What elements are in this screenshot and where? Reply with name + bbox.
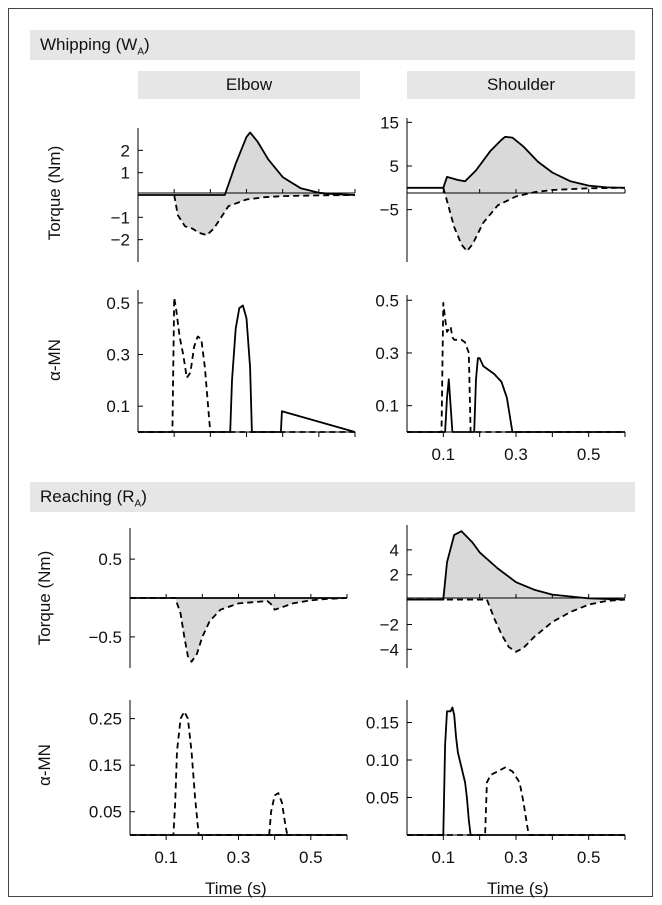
y-tick-label: 0.25 <box>89 710 122 729</box>
series-fill-1 <box>174 195 355 236</box>
section-header-whipping: Whipping (WA) <box>30 30 635 60</box>
series-line-dashed-1 <box>407 301 625 433</box>
section-header-reaching: Reaching (RA) <box>30 482 635 512</box>
y-axis-label: α-MN <box>45 339 64 381</box>
y-axis-label: Torque (Nm) <box>35 551 54 645</box>
x-tick-label: 0.1 <box>154 848 178 867</box>
series-fill-0 <box>407 136 625 188</box>
section-prefix: W <box>121 35 138 54</box>
y-tick-label: 0.1 <box>106 397 130 416</box>
x-tick-label: 0.3 <box>504 848 528 867</box>
y-tick-label: 0.1 <box>375 397 399 416</box>
series-line-dashed-1 <box>442 186 626 253</box>
series-line-solid-0 <box>138 131 356 196</box>
series-line-solid-0 <box>407 135 626 189</box>
figure-border <box>8 8 653 897</box>
chart-r-shoulder-mn: 0.05 0.10 0.15 0.1 0.3 0.5 <box>366 700 626 867</box>
y-tick-label: −2 <box>380 615 399 634</box>
y-tick-label: 1 <box>121 164 130 183</box>
chart-r-shoulder-torque: −4 −2 2 4 <box>380 525 626 668</box>
y-tick-label: 0.3 <box>375 344 399 363</box>
x-tick-label: 0.5 <box>299 848 323 867</box>
y-tick-label: −1 <box>111 208 130 227</box>
series-fill-1 <box>407 599 625 652</box>
y-tick-label: 0.10 <box>366 751 399 770</box>
x-tick-label: 0.3 <box>227 848 251 867</box>
series-line-dashed-1 <box>130 710 347 836</box>
y-tick-label: −2 <box>111 231 130 250</box>
series-line-dashed-1 <box>130 597 348 663</box>
series-line-solid-0 <box>407 357 625 433</box>
y-tick-label: 0.5 <box>98 550 122 569</box>
y-tick-label: 0.5 <box>106 294 130 313</box>
column-header-elbow: Elbow <box>138 71 360 99</box>
chart-r-elbow-torque: −0.5 0.5 Torque (Nm) <box>35 528 348 668</box>
y-tick-label: 0.05 <box>89 803 122 822</box>
y-tick-label: 2 <box>390 566 399 585</box>
x-tick-label: 0.1 <box>432 848 456 867</box>
section-label: Reaching <box>40 487 112 506</box>
section-prefix: R <box>122 487 135 506</box>
series-line-solid-0 <box>138 304 356 433</box>
y-tick-label: 0.05 <box>366 789 399 808</box>
chart-w-shoulder-mn: 0.1 0.3 0.5 0.1 0.3 0.5 <box>375 291 626 464</box>
series-line-dashed-1 <box>407 766 625 836</box>
series-line-solid-0 <box>407 706 625 836</box>
series-fill-0 <box>407 531 625 600</box>
series-line-dashed-1 <box>173 194 356 237</box>
y-tick-label: −5 <box>380 201 399 220</box>
y-axis-label: α-MN <box>35 744 54 786</box>
section-subscript: A <box>137 46 144 58</box>
y-tick-label: 0.15 <box>366 714 399 733</box>
x-tick-label: 0.5 <box>577 848 601 867</box>
x-tick-label: 0.1 <box>432 445 456 464</box>
x-axis-label-shoulder: Time (s) <box>487 879 549 898</box>
y-tick-label: −4 <box>380 640 399 659</box>
x-tick-label: 0.5 <box>577 445 601 464</box>
y-axis-label: Torque (Nm) <box>45 146 64 240</box>
y-tick-label: −0.5 <box>88 628 122 647</box>
chart-w-shoulder-torque: −5 5 15 <box>380 113 626 262</box>
series-fill-0 <box>138 132 355 195</box>
chart-r-elbow-mn: 0.05 0.15 0.25 0.1 0.3 0.5 α-MN <box>35 700 348 867</box>
series-fill-1 <box>130 598 347 662</box>
section-label: Whipping <box>40 35 111 54</box>
chart-w-elbow-mn: 0.1 0.3 0.5 α-MN <box>45 290 356 437</box>
series-line-dashed-2 <box>268 792 289 836</box>
x-axis-label-elbow: Time (s) <box>205 879 267 898</box>
section-subscript: A <box>134 498 142 510</box>
y-tick-label: 0.15 <box>89 756 122 775</box>
y-tick-label: 2 <box>121 141 130 160</box>
y-tick-label: 5 <box>390 157 399 176</box>
x-tick-label: 0.3 <box>504 445 528 464</box>
column-header-shoulder: Shoulder <box>407 71 635 99</box>
chart-w-elbow-torque: −2 −1 1 2 Torque (Nm) <box>45 128 356 262</box>
series-fill-1 <box>443 187 625 252</box>
series-line-dashed-1 <box>138 296 355 433</box>
y-tick-label: 15 <box>380 113 399 132</box>
series-line-solid-0 <box>407 530 626 601</box>
y-tick-label: 0.5 <box>375 291 399 310</box>
y-tick-label: 4 <box>390 541 399 560</box>
y-tick-label: 0.3 <box>106 346 130 365</box>
